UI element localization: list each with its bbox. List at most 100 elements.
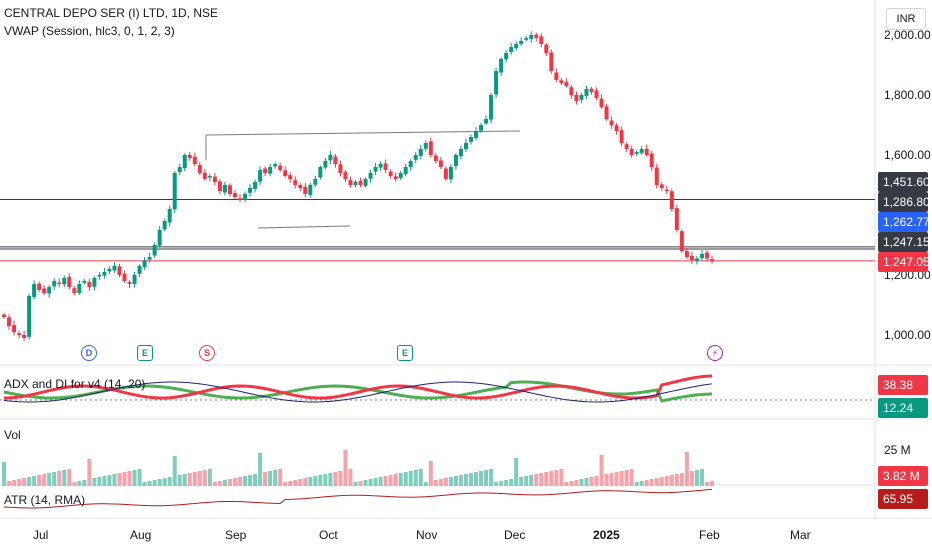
candle-body: [42, 288, 47, 293]
candle-body: [579, 95, 584, 100]
candle-body: [87, 281, 92, 287]
volume-bar: [303, 478, 308, 486]
candle-body: [167, 209, 172, 223]
candle-body: [408, 161, 413, 167]
volume-bar: [584, 478, 589, 486]
volume-bar: [57, 471, 62, 486]
volume-bar: [132, 470, 137, 486]
candle-body: [157, 230, 162, 246]
vol-tick-25m: 25 M: [884, 443, 911, 457]
event-dividend-icon[interactable]: D: [81, 345, 97, 361]
candle-body: [132, 275, 137, 284]
candle-body: [177, 167, 182, 173]
volume-bar: [77, 481, 82, 486]
adx-line: [3, 381, 713, 403]
volume-bar: [52, 472, 57, 486]
volume-bar: [313, 476, 318, 486]
event-earnings-icon-2[interactable]: E: [397, 345, 413, 361]
volume-bar: [474, 472, 478, 486]
volume-bar: [604, 474, 609, 486]
candle-body: [2, 314, 6, 317]
candle-body: [22, 335, 27, 338]
price-badge-vwap: 1,262.77: [878, 212, 930, 232]
price-badge-level-2: 1,286.80: [878, 192, 930, 212]
volume-bar: [318, 475, 323, 486]
volume-bar: [564, 482, 569, 486]
volume-bar: [197, 471, 202, 486]
volume-bar: [644, 480, 649, 486]
candle-body: [338, 164, 343, 173]
candle-body: [519, 41, 524, 44]
candle-body: [52, 281, 57, 287]
volume-bar: [599, 455, 604, 486]
candle-body: [212, 176, 217, 182]
volume-bar: [458, 475, 463, 486]
time-label-aug: Aug: [130, 528, 152, 542]
time-label-oct: Oct: [319, 528, 338, 542]
candle-body: [684, 251, 689, 257]
trendline-bottom: [257, 225, 351, 229]
volume-bar: [167, 477, 172, 486]
volume-bar: [679, 473, 684, 486]
volume-bar: [338, 471, 343, 486]
volume-bar: [504, 480, 509, 486]
currency-button[interactable]: INR: [886, 8, 926, 30]
volume-bar: [27, 477, 32, 486]
candle-body: [428, 141, 433, 155]
volume-bar: [62, 470, 67, 486]
volume-bar: [333, 472, 338, 486]
volume-bar: [624, 470, 629, 486]
candle-body: [699, 254, 704, 259]
volume-bar: [689, 471, 694, 486]
volume-bar: [634, 482, 639, 486]
volume-bar: [152, 480, 157, 486]
candle-body: [649, 153, 654, 167]
candle-body: [704, 252, 709, 259]
volume-bar: [112, 474, 117, 486]
candle-body: [659, 184, 664, 188]
candle-body: [368, 173, 373, 179]
event-earnings-icon[interactable]: E: [137, 345, 153, 361]
event-split-icon[interactable]: S: [199, 345, 215, 361]
candle-body: [418, 149, 423, 156]
volume-bar: [157, 479, 162, 486]
candle-body: [614, 125, 619, 131]
volume-bar: [569, 481, 574, 486]
volume-bar: [629, 469, 634, 486]
volume-bar: [182, 474, 187, 486]
volume-bar: [619, 471, 624, 486]
candle-body: [604, 106, 609, 119]
volume-bar: [102, 476, 107, 486]
volume-bar: [609, 473, 614, 486]
candle-body: [47, 287, 52, 294]
candle-body: [283, 170, 288, 176]
time-label-dec: Dec: [504, 528, 526, 542]
volume-bar: [227, 479, 232, 486]
candle-body: [258, 170, 263, 182]
candle-body: [288, 175, 293, 179]
candle-body: [303, 186, 308, 194]
candle-body: [268, 167, 273, 174]
event-news-icon[interactable]: ⚡: [707, 345, 723, 361]
volume-bar: [544, 472, 549, 486]
candle-body: [308, 185, 313, 195]
volume-bar: [534, 474, 539, 486]
candle-body: [710, 259, 714, 261]
volume-bar: [212, 482, 217, 486]
volume-bar: [12, 480, 17, 486]
volume-bar: [248, 475, 253, 486]
candle-body: [509, 47, 514, 53]
volume-bar: [574, 480, 579, 486]
volume-bar: [649, 479, 654, 486]
candle-body: [529, 35, 534, 39]
volume-bar: [659, 477, 664, 486]
candle-body: [664, 189, 669, 191]
volume-bar: [463, 474, 468, 486]
volume-bar: [92, 478, 97, 486]
candle-body: [197, 164, 202, 173]
volume-bar: [443, 478, 448, 486]
candle-body: [172, 173, 177, 210]
candle-body: [238, 198, 242, 200]
volume-bar: [258, 453, 263, 486]
